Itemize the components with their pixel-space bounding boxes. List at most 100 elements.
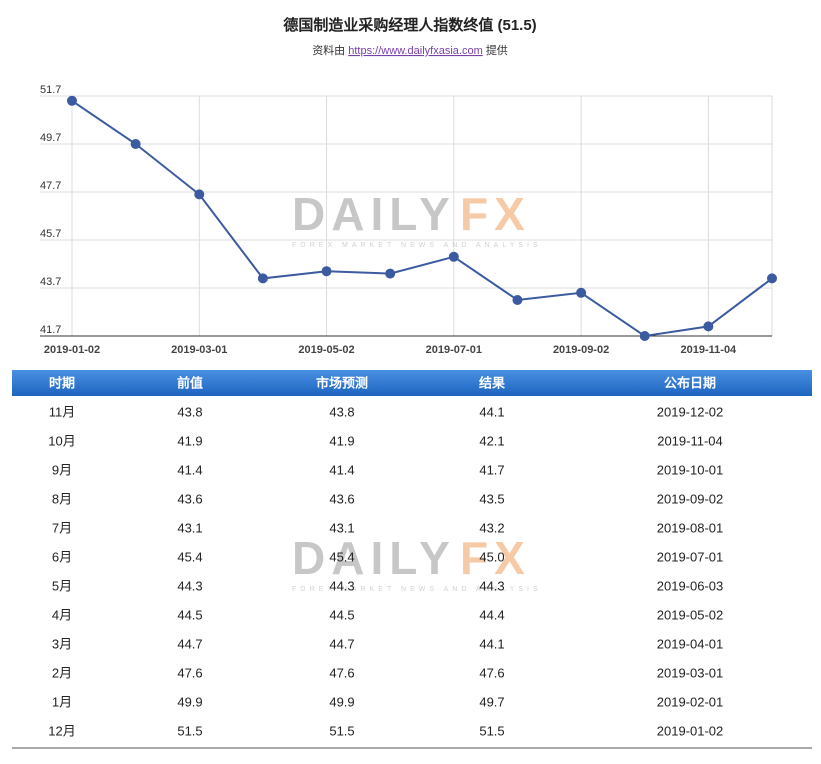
table-cell: 12月 (48, 723, 75, 738)
table-cell: 2019-03-01 (657, 665, 724, 680)
point (767, 273, 777, 284)
source: 资料由 https://www.dailyfxasia.com 提供 (312, 43, 508, 57)
table-header-cell: 公布日期 (664, 375, 716, 390)
table-cell: 44.7 (177, 636, 202, 651)
table-cell: 41.4 (177, 462, 202, 477)
table-cell: 47.6 (177, 665, 202, 680)
table-cell: 7月 (52, 520, 72, 535)
table-cell: 47.6 (479, 665, 504, 680)
point (703, 321, 714, 332)
watermark-left: DAILY (292, 532, 456, 584)
table-cell: 5月 (52, 578, 72, 593)
x-tick-label: 2019-09-02 (553, 344, 609, 356)
table-cell: 2019-08-01 (657, 520, 724, 535)
table-cell: 47.6 (329, 665, 354, 680)
table-cell: 41.9 (177, 433, 202, 448)
table-cell: 10月 (48, 433, 75, 448)
table-cell: 49.9 (329, 694, 354, 709)
table-cell: 42.1 (479, 433, 504, 448)
x-tick-label: 2019-01-02 (44, 344, 100, 356)
table-cell: 3月 (52, 636, 72, 651)
table-cell: 51.5 (177, 723, 202, 738)
y-tick-label: 51.7 (40, 84, 61, 96)
table-cell: 43.8 (177, 404, 202, 419)
table-cell: 44.4 (479, 607, 504, 622)
watermark-left: DAILY (292, 188, 456, 240)
source-link[interactable]: https://www.dailyfxasia.com (348, 45, 483, 57)
table-cell: 2019-10-01 (657, 462, 724, 477)
y-tick-label: 41.7 (40, 324, 61, 336)
point (130, 139, 141, 149)
table-cell: 2019-12-02 (657, 404, 724, 419)
table-cell: 6月 (52, 549, 72, 564)
watermark: DAILY FX FOREX MARKET NEWS AND ANALYSIS (292, 532, 542, 593)
table-cell: 1月 (52, 694, 72, 709)
table-cell: 2019-04-01 (657, 636, 724, 651)
table-cell: 4月 (52, 607, 72, 622)
table-cell: 44.3 (479, 578, 504, 593)
table-cell: 43.1 (329, 520, 354, 535)
table-cell: 49.7 (479, 694, 504, 709)
y-tick-label: 43.7 (40, 276, 61, 288)
point (194, 189, 205, 200)
point (639, 331, 650, 341)
table-cell: 2月 (52, 665, 72, 680)
table-cell: 49.9 (177, 694, 202, 709)
table-cell: 43.6 (177, 491, 202, 506)
point (512, 295, 523, 305)
table-cell: 44.5 (177, 607, 202, 622)
y-tick-label: 47.7 (40, 180, 61, 192)
table-cell: 43.5 (479, 491, 504, 506)
table-cell: 44.1 (479, 404, 504, 419)
table-cell: 45.4 (329, 549, 354, 564)
y-tick-label: 45.7 (40, 228, 61, 240)
table-cell: 45.0 (479, 549, 504, 564)
table-header-cell: 市场预测 (316, 375, 368, 390)
watermark-tagline: FOREX MARKET NEWS AND ANALYSIS (292, 586, 542, 593)
table-cell: 44.1 (479, 636, 504, 651)
point (448, 251, 459, 262)
source-suffix: 提供 (486, 43, 508, 57)
chart-title: 德国制造业采购经理人指数终值 (51.5) (283, 16, 536, 34)
table-cell: 51.5 (479, 723, 504, 738)
table-cell: 2019-07-01 (657, 549, 724, 564)
x-tick-label: 2019-11-04 (681, 344, 738, 356)
table-cell: 43.6 (329, 491, 354, 506)
table-cell: 41.7 (479, 462, 504, 477)
x-tick-label: 2019-05-02 (298, 344, 354, 356)
table-header-cell: 结果 (479, 375, 505, 390)
table-cell: 2019-01-02 (657, 723, 724, 738)
watermark-right: FX (460, 188, 531, 240)
x-tick-label: 2019-03-01 (171, 344, 227, 356)
y-tick-label: 49.7 (40, 132, 61, 144)
watermark-right: FX (460, 532, 531, 584)
table-cell: 2019-11-04 (657, 433, 723, 448)
table-cell: 2019-02-01 (657, 694, 724, 709)
watermark: DAILY FX FOREX MARKET NEWS AND ANALYSIS (292, 188, 538, 249)
table-cell: 41.9 (329, 433, 354, 448)
table-cell: 9月 (52, 462, 72, 477)
table-cell: 2019-05-02 (657, 607, 724, 622)
table-cell: 11月 (49, 404, 76, 419)
table-cell: 44.3 (177, 578, 202, 593)
point (576, 287, 587, 298)
point (67, 95, 77, 106)
table-cell: 8月 (52, 491, 72, 506)
point (385, 268, 396, 279)
table-cell: 43.8 (329, 404, 354, 419)
table-cell: 51.5 (329, 723, 354, 738)
point (257, 273, 268, 284)
x-tick-label: 2019-07-01 (426, 344, 482, 356)
table-cell: 44.7 (329, 636, 354, 651)
table-cell: 2019-09-02 (657, 491, 724, 506)
table-cell: 2019-06-03 (657, 578, 724, 593)
table-cell: 43.2 (479, 520, 504, 535)
line (71, 99, 773, 338)
table-header-cell: 时期 (49, 375, 75, 390)
table-cell: 43.1 (177, 520, 202, 535)
source-prefix: 资料由 (312, 43, 345, 57)
table-cell: 44.3 (329, 578, 354, 593)
table-cell: 44.5 (329, 607, 354, 622)
table-header-cell: 前值 (177, 375, 203, 390)
